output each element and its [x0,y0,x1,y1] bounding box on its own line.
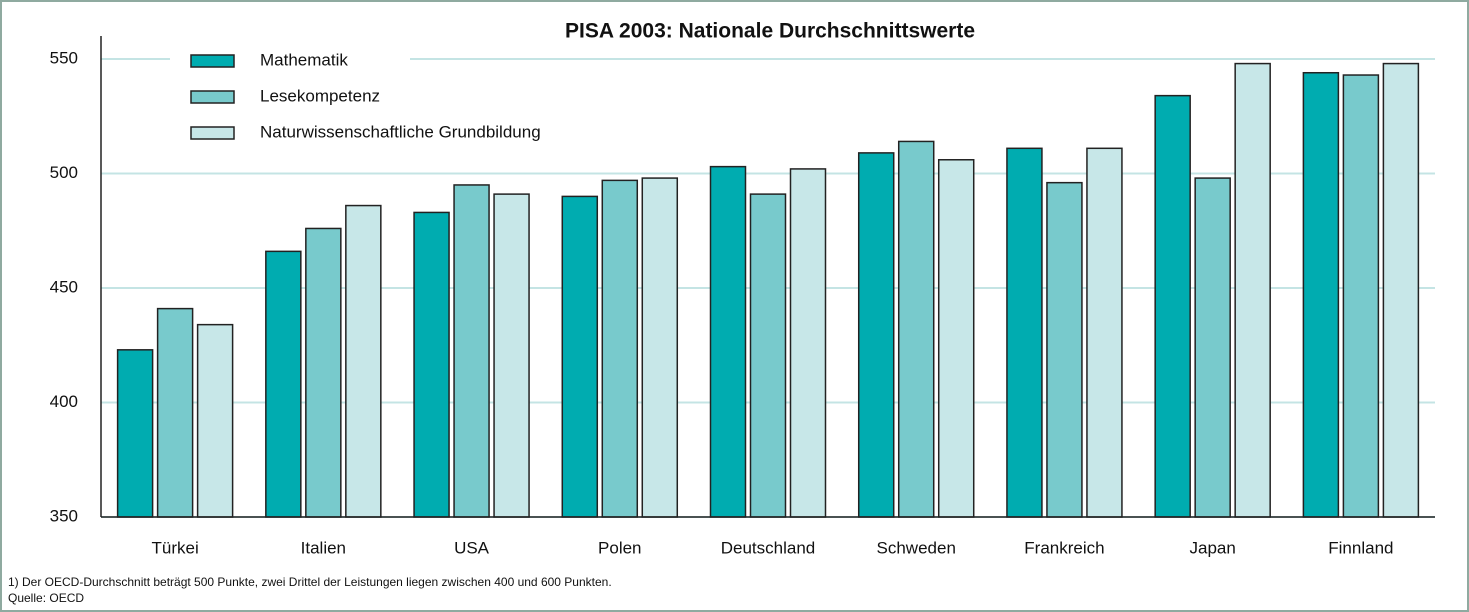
footnote: Quelle: OECD [8,591,84,605]
x-tick-label: Polen [598,538,641,557]
bar [453,184,490,518]
bar [305,227,342,518]
chart-title: PISA 2003: Nationale Durchschnittswerte [565,20,975,43]
y-tick-label: 350 [50,506,78,525]
legend-swatch [190,90,235,104]
bar [897,140,935,518]
bar [413,211,450,518]
x-tick-label: Japan [1190,538,1236,557]
bar [601,179,639,518]
bar [709,165,747,518]
bar [345,204,382,518]
legend-label: Lesekompetenz [260,86,380,105]
bar [937,159,975,518]
bar [1234,62,1271,518]
bar [116,349,154,518]
y-tick-label: 550 [50,48,78,67]
bar [265,250,302,518]
x-tick-label: Finnland [1328,538,1393,557]
bar [1154,94,1191,518]
legend-label: Mathematik [260,50,348,69]
y-tick-label: 450 [50,277,78,296]
legend-swatch [190,126,235,140]
bar [1302,71,1340,518]
bar [1086,147,1123,518]
bar [196,323,234,518]
x-tick-label: Türkei [151,538,198,557]
bar [749,193,787,518]
legend-label: Naturwissenschaftliche Grundbildung [260,122,541,141]
legend-swatch [190,54,235,68]
x-tick-label: Schweden [877,538,956,557]
bar [561,195,599,518]
bar [1194,177,1231,518]
bar [789,168,827,518]
x-tick-label: Deutschland [721,538,816,557]
bar [857,152,895,518]
x-tick-label: Frankreich [1024,538,1104,557]
bar [156,307,194,518]
bar [1046,181,1083,518]
footnote: 1) Der OECD-Durchschnitt beträgt 500 Pun… [8,575,612,589]
bar [1006,147,1043,518]
y-tick-label: 500 [50,163,78,182]
y-tick-label: 400 [50,392,78,411]
x-tick-label: USA [454,538,490,557]
bar [1342,74,1380,518]
bar [1382,62,1420,518]
x-tick-label: Italien [301,538,346,557]
bar [493,193,530,518]
bar [641,177,679,518]
